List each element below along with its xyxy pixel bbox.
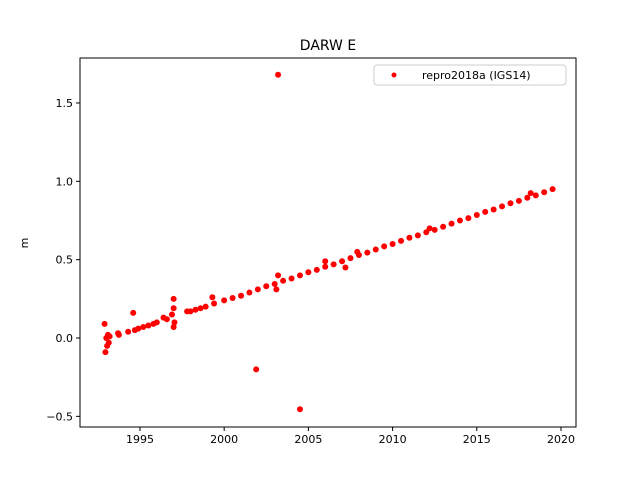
data-point	[105, 339, 112, 346]
data-point	[140, 324, 147, 331]
data-point	[456, 217, 463, 224]
data-point	[101, 320, 108, 327]
data-point	[473, 212, 480, 219]
data-point	[532, 192, 539, 199]
data-point	[102, 349, 109, 356]
data-point	[398, 237, 405, 244]
x-tick-label: 2015	[463, 433, 491, 446]
data-point	[347, 255, 354, 262]
data-point	[465, 215, 472, 222]
data-point	[448, 220, 455, 227]
data-point	[145, 322, 152, 329]
x-tick-label: 2020	[547, 433, 575, 446]
data-point	[275, 272, 282, 279]
data-point	[211, 300, 218, 307]
data-point	[499, 203, 506, 210]
data-point	[197, 305, 204, 312]
data-point	[426, 225, 433, 232]
data-point	[342, 264, 349, 271]
data-point	[549, 186, 556, 193]
y-axis-label: m	[18, 238, 31, 249]
data-point	[515, 197, 522, 204]
plot-frame	[79, 57, 577, 428]
data-point	[305, 269, 312, 276]
legend-label: repro2018a (IGS14)	[422, 69, 531, 82]
data-point	[168, 311, 175, 318]
data-point	[431, 226, 438, 233]
data-point	[406, 234, 413, 241]
data-point	[541, 189, 548, 196]
data-point	[221, 297, 228, 304]
y-tick-label: 1.5	[56, 97, 74, 110]
data-point	[135, 325, 142, 332]
data-point	[238, 292, 245, 299]
data-point	[322, 263, 329, 270]
data-point	[339, 258, 346, 265]
legend-box	[373, 64, 567, 86]
data-point	[153, 319, 160, 326]
data-point	[187, 308, 194, 315]
data-point	[125, 328, 132, 335]
data-point	[524, 194, 531, 201]
data-point	[163, 316, 170, 323]
x-tick-label: 2005	[294, 433, 322, 446]
data-point	[170, 324, 177, 331]
y-tick-label: 0.0	[56, 332, 74, 345]
data-point	[381, 243, 388, 250]
y-tick-label: 0.5	[56, 254, 74, 267]
x-tick-label: 1995	[126, 433, 154, 446]
data-point	[246, 289, 253, 296]
data-point	[106, 333, 113, 340]
data-point	[115, 331, 122, 338]
data-point	[313, 266, 320, 273]
data-point	[322, 258, 329, 265]
data-point	[507, 200, 514, 207]
data-point	[296, 406, 303, 413]
data-point	[170, 295, 177, 302]
data-point	[192, 306, 199, 313]
data-point	[253, 366, 260, 373]
data-point	[364, 249, 371, 256]
data-point	[389, 240, 396, 247]
y-tick-label: 1.0	[56, 175, 74, 188]
data-point	[209, 294, 216, 301]
data-point	[171, 319, 178, 326]
data-point	[330, 261, 337, 268]
data-point	[170, 305, 177, 312]
data-point	[275, 71, 282, 78]
data-point	[280, 277, 287, 284]
x-tick-label: 2010	[379, 433, 407, 446]
data-point	[229, 295, 236, 302]
x-tick-label: 2000	[210, 433, 238, 446]
data-point	[271, 280, 278, 287]
data-point	[527, 190, 534, 197]
data-point	[372, 246, 379, 253]
data-point	[288, 275, 295, 282]
data-point	[263, 283, 270, 290]
legend-marker	[391, 72, 397, 78]
data-point	[296, 272, 303, 279]
data-point	[482, 208, 489, 215]
chart-title: DARW E	[300, 38, 356, 54]
data-point	[130, 309, 137, 316]
data-point	[440, 223, 447, 230]
y-tick-label: −0.5	[46, 410, 73, 423]
data-point	[273, 286, 280, 293]
data-point	[490, 206, 497, 213]
data-point	[355, 251, 362, 258]
data-point	[423, 229, 430, 236]
data-point	[414, 232, 421, 239]
data-point	[254, 286, 261, 293]
data-point	[202, 303, 209, 310]
